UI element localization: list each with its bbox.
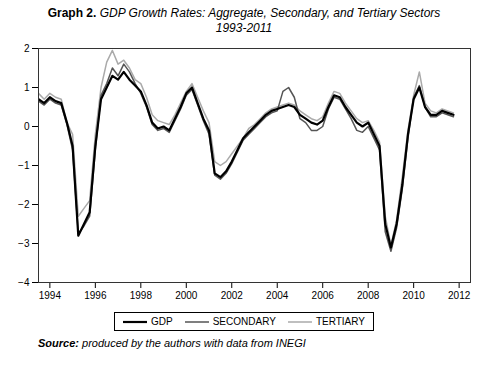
- svg-text:2012: 2012: [448, 290, 471, 301]
- svg-text:−4: −4: [18, 277, 30, 288]
- svg-text:2008: 2008: [357, 290, 380, 301]
- html-text:Source: produced by the author: Source: produced by the authors with dat…: [38, 337, 306, 349]
- svg-text:2010: 2010: [403, 290, 426, 301]
- html-text:GDP: GDP: [151, 316, 173, 327]
- svg-text:−1: −1: [18, 160, 30, 171]
- svg-text:1998: 1998: [130, 290, 153, 301]
- svg-text:2004: 2004: [266, 290, 289, 301]
- svg-text:−2: −2: [18, 199, 30, 210]
- html-text:1993-2011: 1993-2011: [215, 21, 273, 35]
- svg-text:0: 0: [24, 121, 30, 132]
- svg-text:2002: 2002: [221, 290, 244, 301]
- svg-text:1994: 1994: [39, 290, 62, 301]
- svg-text:2000: 2000: [175, 290, 198, 301]
- svg-text:−3: −3: [18, 238, 30, 249]
- html-text:SECONDARY: SECONDARY: [212, 316, 276, 327]
- svg-text:1996: 1996: [84, 290, 107, 301]
- svg-text:2006: 2006: [312, 290, 335, 301]
- html-text:TERTIARY: TERTIARY: [315, 316, 365, 327]
- html-text:Graph 2. GDP Growth Rates: Agg: Graph 2. GDP Growth Rates: Aggregate, Se…: [47, 6, 441, 20]
- svg-text:2: 2: [24, 43, 30, 54]
- svg-text:1: 1: [24, 82, 30, 93]
